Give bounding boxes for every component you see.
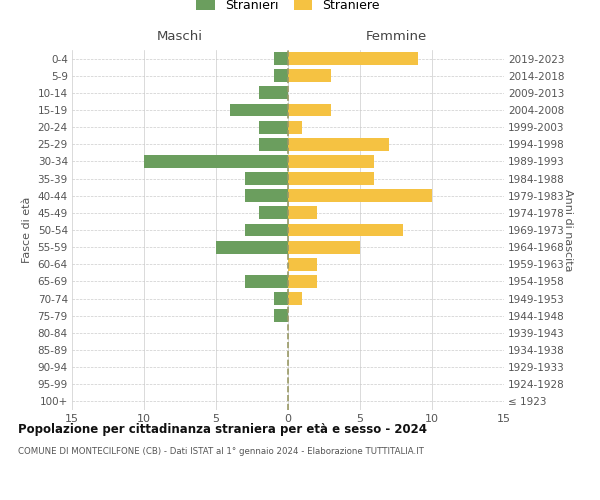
Bar [288, 104, 331, 117]
Bar [288, 258, 317, 270]
Bar [230, 104, 288, 117]
Bar [274, 52, 288, 65]
Bar [288, 155, 374, 168]
Bar [288, 292, 302, 305]
Bar [288, 190, 432, 202]
Bar [245, 190, 288, 202]
Bar [245, 275, 288, 288]
Bar [245, 172, 288, 185]
Bar [288, 120, 302, 134]
Bar [288, 138, 389, 150]
Bar [259, 206, 288, 220]
Bar [245, 224, 288, 236]
Bar [259, 120, 288, 134]
Bar [288, 70, 331, 82]
Bar [288, 224, 403, 236]
Bar [259, 138, 288, 150]
Bar [259, 86, 288, 100]
Text: Popolazione per cittadinanza straniera per età e sesso - 2024: Popolazione per cittadinanza straniera p… [18, 422, 427, 436]
Bar [274, 310, 288, 322]
Text: Maschi: Maschi [157, 30, 203, 43]
Bar [144, 155, 288, 168]
Bar [274, 292, 288, 305]
Text: COMUNE DI MONTECILFONE (CB) - Dati ISTAT al 1° gennaio 2024 - Elaborazione TUTTI: COMUNE DI MONTECILFONE (CB) - Dati ISTAT… [18, 448, 424, 456]
Bar [288, 206, 317, 220]
Bar [288, 275, 317, 288]
Bar [216, 240, 288, 254]
Bar [288, 240, 360, 254]
Y-axis label: Fasce di età: Fasce di età [22, 197, 32, 263]
Bar [288, 172, 374, 185]
Bar [274, 70, 288, 82]
Legend: Stranieri, Straniere: Stranieri, Straniere [196, 0, 380, 12]
Text: Femmine: Femmine [365, 30, 427, 43]
Y-axis label: Anni di nascita: Anni di nascita [563, 188, 573, 271]
Bar [288, 52, 418, 65]
